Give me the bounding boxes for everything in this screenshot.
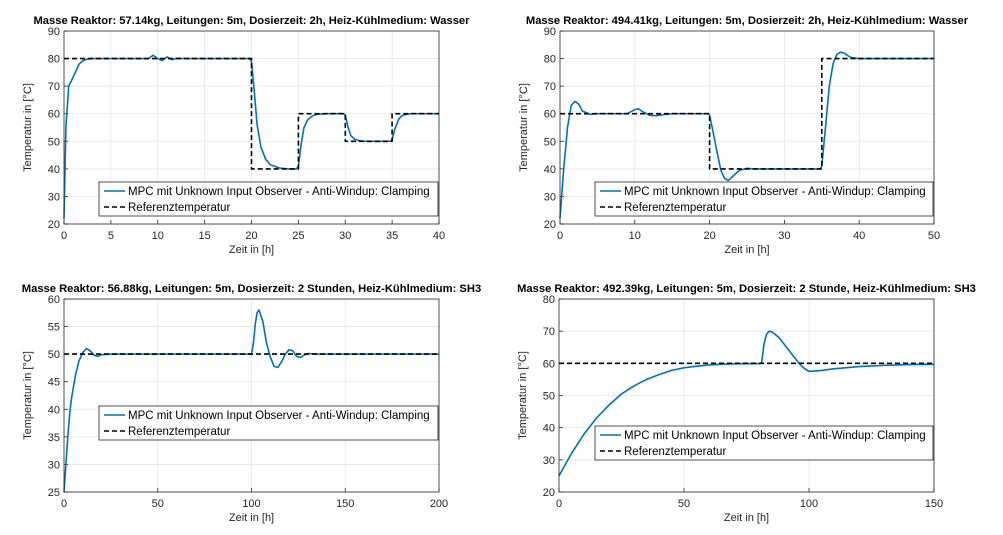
- y-tick-label: 90: [544, 26, 556, 38]
- mpc-series-line: [558, 330, 935, 477]
- legend-entry-label: Referenztemperatur: [624, 446, 726, 458]
- y-tick-label: 40: [543, 423, 555, 435]
- y-tick-label: 55: [48, 322, 60, 334]
- y-tick-label: 30: [544, 191, 556, 203]
- x-tick-label: 10: [629, 230, 641, 242]
- legend-entry-label: Referenztemperatur: [128, 202, 230, 214]
- x-tick-label: 150: [925, 498, 943, 510]
- chart-title: Masse Reaktor: 494.41kg, Leitungen: 5m, …: [526, 15, 969, 27]
- y-tick-label: 50: [48, 349, 60, 361]
- reference-temperature-line: [560, 57, 934, 170]
- axes-box: [558, 298, 935, 493]
- y-tick-label: 40: [544, 164, 556, 176]
- x-tick-label: 10: [152, 230, 164, 242]
- y-axis-label: Temperatur in [°C]: [22, 351, 34, 440]
- x-tick-label: 30: [778, 230, 790, 242]
- legend: MPC mit Unknown Input Observer - Anti-Wi…: [594, 181, 934, 217]
- x-tick-label: 50: [928, 230, 940, 242]
- subplot-2: 0 10 20 30 40 50 20 30 40 50 60 70 80 90 MPC mit Unkno…: [518, 15, 969, 256]
- y-tick-label: 80: [544, 54, 556, 66]
- x-tick-label: 100: [242, 498, 260, 510]
- legend-entry-label: MPC mit Unknown Input Observer - Anti-Wi…: [624, 430, 926, 442]
- x-tick-label: 50: [678, 498, 690, 510]
- axes-box: [559, 30, 935, 225]
- y-tick-label: 60: [543, 358, 555, 370]
- x-tick-label: 0: [557, 230, 563, 242]
- y-tick-label: 90: [48, 26, 60, 38]
- subplot-4: 0 50 100 150 20 30 40 50 60 70 80 MPC mit Unknown I…: [517, 283, 976, 524]
- x-tick-label: 40: [433, 230, 445, 242]
- legend-entry-label: MPC mit Unknown Input Observer - Anti-Wi…: [128, 186, 430, 198]
- x-tick-label: 50: [152, 498, 164, 510]
- x-tick-label: 0: [61, 498, 67, 510]
- x-tick-label: 0: [61, 230, 67, 242]
- y-tick-label: 25: [48, 487, 60, 499]
- y-tick-label: 50: [48, 136, 60, 148]
- legend: MPC mit Unknown Input Observer - Anti-Wi…: [594, 425, 934, 461]
- y-tick-label: 70: [543, 326, 555, 338]
- x-axis-label: Zeit in [h]: [229, 512, 274, 524]
- x-tick-label: 35: [386, 230, 398, 242]
- legend-box: [98, 405, 439, 441]
- chart-title: Masse Reaktor: 56.88kg, Leitungen: 5m, D…: [22, 283, 481, 295]
- x-axis-label: Zeit in [h]: [724, 512, 769, 524]
- x-tick-label: 25: [292, 230, 304, 242]
- legend-entry-label: Referenztemperatur: [128, 426, 230, 438]
- x-tick-label: 5: [108, 230, 114, 242]
- chart-title: Masse Reaktor: 492.39kg, Leitungen: 5m, …: [517, 283, 976, 295]
- legend-entry-label: Referenztemperatur: [624, 202, 726, 214]
- y-tick-label: 60: [48, 109, 60, 121]
- legend-box: [594, 181, 934, 217]
- axes-box: [63, 30, 440, 225]
- x-axis-label: Zeit in [h]: [724, 244, 769, 256]
- y-tick-label: 30: [48, 191, 60, 203]
- y-tick-label: 40: [48, 164, 60, 176]
- subplot-1: 0 5 10 15 20 25 30 35 40 20 30 40 50 60 70 80 90 MPC mit …: [22, 15, 470, 256]
- x-tick-label: 200: [430, 498, 448, 510]
- legend-entry-label: MPC mit Unknown Input Observer - Anti-Wi…: [624, 186, 926, 198]
- y-axis-label: Temperatur in [°C]: [518, 83, 530, 172]
- y-tick-label: 80: [543, 294, 555, 306]
- y-tick-label: 50: [544, 136, 556, 148]
- x-tick-label: 150: [336, 498, 354, 510]
- y-tick-label: 30: [543, 455, 555, 467]
- y-tick-label: 20: [543, 487, 555, 499]
- axes-box: [63, 298, 440, 493]
- x-tick-label: 40: [853, 230, 865, 242]
- chart-title: Masse Reaktor: 57.14kg, Leitungen: 5m, D…: [33, 15, 470, 27]
- y-tick-label: 20: [48, 219, 60, 231]
- x-tick-label: 15: [199, 230, 211, 242]
- legend-box: [594, 425, 934, 461]
- y-tick-label: 20: [544, 219, 556, 231]
- y-tick-label: 60: [48, 294, 60, 306]
- y-axis-label: Temperatur in [°C]: [22, 83, 34, 172]
- y-tick-label: 50: [543, 391, 555, 403]
- x-tick-label: 0: [556, 498, 562, 510]
- x-tick-label: 20: [703, 230, 715, 242]
- y-tick-label: 30: [48, 459, 60, 471]
- y-tick-label: 35: [48, 432, 60, 444]
- y-tick-label: 45: [48, 377, 60, 389]
- y-tick-label: 40: [48, 404, 60, 416]
- y-tick-label: 80: [48, 54, 60, 66]
- mpc-series-line: [63, 309, 439, 493]
- legend-box: [98, 181, 439, 217]
- x-axis-label: Zeit in [h]: [229, 244, 274, 256]
- subplot-3: 0 50 100 150 200 25 30 35 40 45 50 55 60 MPC mit Unkn…: [22, 283, 481, 524]
- x-tick-label: 20: [245, 230, 257, 242]
- x-tick-label: 100: [800, 498, 818, 510]
- y-tick-label: 70: [544, 81, 556, 93]
- y-axis-label: Temperatur in [°C]: [517, 351, 529, 440]
- y-tick-label: 60: [544, 109, 556, 121]
- y-tick-label: 70: [48, 81, 60, 93]
- reference-temperature-line: [64, 57, 439, 170]
- legend: MPC mit Unknown Input Observer - Anti-Wi…: [98, 405, 439, 441]
- legend-entry-label: MPC mit Unknown Input Observer - Anti-Wi…: [128, 410, 430, 422]
- x-tick-label: 30: [339, 230, 351, 242]
- legend: MPC mit Unknown Input Observer - Anti-Wi…: [98, 181, 439, 217]
